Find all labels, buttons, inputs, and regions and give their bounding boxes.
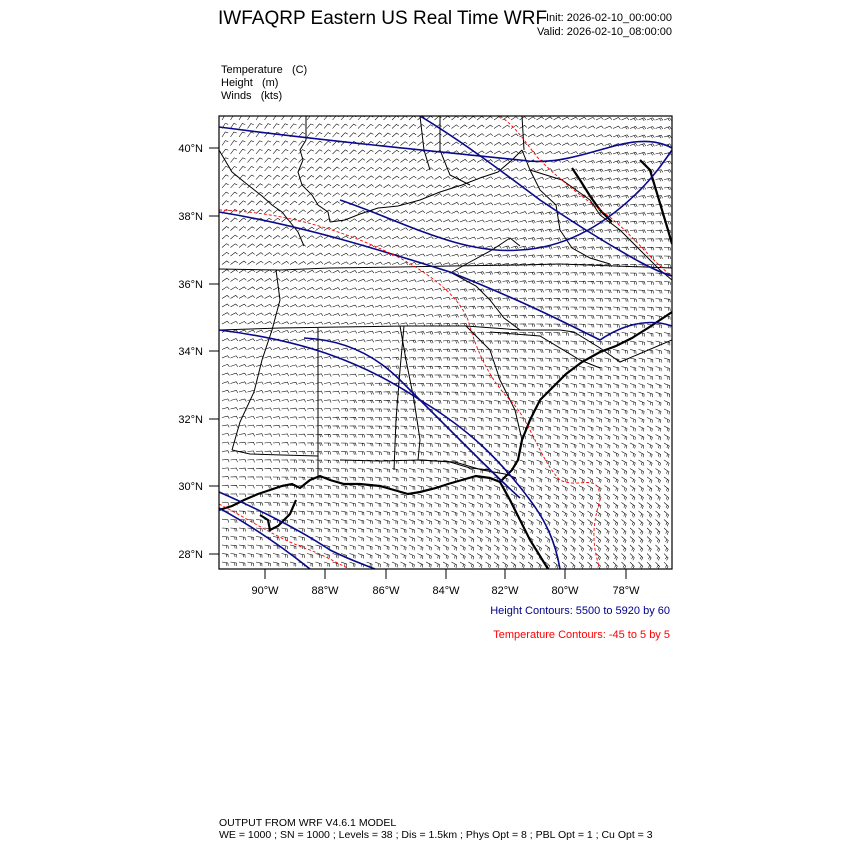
lat-label: 30°N — [178, 481, 203, 493]
temperature-contours — [219, 116, 672, 569]
model-settings-footer: WE = 1000 ; SN = 1000 ; Levels = 38 ; Di… — [219, 829, 653, 841]
field-temperature-name: Temperature — [221, 64, 283, 76]
lat-label: 40°N — [178, 143, 203, 155]
field-winds: Winds (kts) — [221, 90, 282, 102]
state-borders — [219, 116, 672, 481]
valid-time: Valid: 2026-02-10_08:00:00 — [537, 26, 672, 38]
field-height-name: Height — [221, 77, 253, 89]
lon-label: 90°W — [251, 585, 279, 597]
coastline — [219, 159, 672, 569]
longitude-axis: 90°W 88°W 86°W 84°W 82°W 80°W 78°W — [251, 569, 640, 597]
height-contours — [219, 116, 672, 569]
lon-label: 86°W — [372, 585, 400, 597]
lon-label: 84°W — [432, 585, 460, 597]
init-time: Init: 2026-02-10_00:00:00 — [546, 12, 672, 24]
map-title: IWFAQRP Eastern US Real Time WRF — [218, 8, 548, 29]
field-height-unit: (m) — [261, 77, 279, 89]
lat-label: 34°N — [178, 346, 203, 358]
lat-label: 38°N — [178, 211, 203, 223]
model-footer: OUTPUT FROM WRF V4.6.1 MODEL — [219, 817, 397, 829]
field-temperature-unit: (C) — [291, 64, 308, 76]
field-winds-name: Winds — [221, 90, 252, 102]
lon-label: 78°W — [612, 585, 640, 597]
field-winds-unit: (kts) — [260, 90, 283, 102]
lat-label: 32°N — [178, 414, 203, 426]
lon-label: 80°W — [551, 585, 579, 597]
latitude-axis: 40°N 38°N 36°N 34°N 32°N 30°N 28°N — [178, 143, 219, 561]
lon-label: 88°W — [311, 585, 339, 597]
field-temperature: Temperature (C) — [221, 64, 307, 76]
lat-label: 36°N — [178, 279, 203, 291]
height-contours-note: Height Contours: 5500 to 5920 by 60 — [490, 605, 670, 617]
lon-label: 82°W — [491, 585, 519, 597]
lat-label: 28°N — [178, 549, 203, 561]
temperature-contours-note: Temperature Contours: -45 to 5 by 5 — [493, 629, 670, 641]
field-height: Height (m) — [221, 77, 278, 89]
